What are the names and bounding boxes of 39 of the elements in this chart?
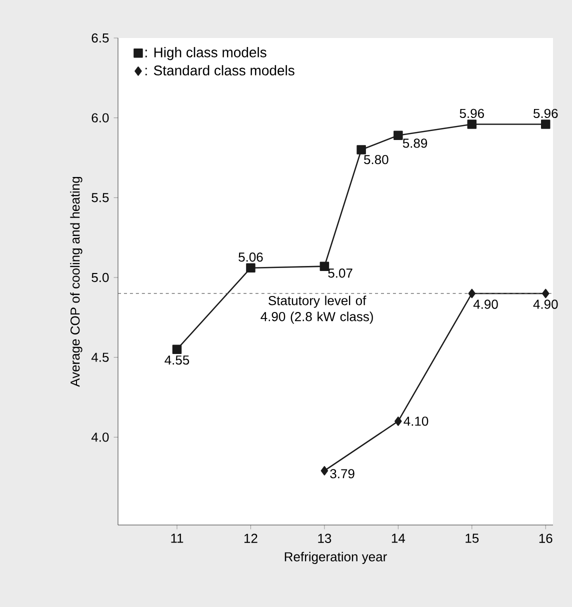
point bbox=[356, 145, 366, 154]
data-label: 4.55 bbox=[164, 356, 190, 365]
data-label: 5.80 bbox=[364, 154, 388, 164]
point bbox=[541, 120, 550, 129]
point bbox=[172, 344, 182, 354]
legend-label: : High class models bbox=[145, 47, 266, 60]
x-tick-label: 15 bbox=[466, 534, 479, 543]
point bbox=[394, 416, 402, 426]
point bbox=[542, 288, 550, 298]
legend-label: : Standard class models bbox=[145, 65, 294, 76]
x-tick-label: 16 bbox=[539, 534, 552, 543]
point bbox=[320, 262, 330, 271]
x-axis-title: Refrigeration year bbox=[284, 552, 387, 564]
y-tick-label: 5.5 bbox=[92, 193, 109, 202]
y-tick-label: 6.5 bbox=[92, 33, 109, 43]
ref-line-label: Statutory level of 4.90 (2.8 kW class) bbox=[260, 296, 373, 324]
x-tick-label: 14 bbox=[392, 534, 406, 543]
data-label: 5.96 bbox=[534, 108, 558, 118]
point bbox=[467, 120, 477, 129]
data-label: 4.90 bbox=[533, 300, 558, 309]
point bbox=[246, 263, 256, 273]
point bbox=[320, 466, 328, 476]
data-label: 5.89 bbox=[402, 138, 428, 148]
y-axis-title: Average COP of cooling and heating bbox=[70, 176, 82, 387]
data-label: 5.06 bbox=[238, 252, 263, 262]
data-label: 4.90 bbox=[473, 300, 498, 309]
data-label: 5.07 bbox=[328, 268, 352, 278]
data-label: 5.96 bbox=[460, 108, 484, 118]
y-tick-label: 5.0 bbox=[92, 272, 109, 282]
data-label: 3.79 bbox=[330, 469, 354, 478]
y-tick-label: 4.0 bbox=[91, 432, 109, 442]
point bbox=[468, 288, 476, 298]
y-tick-label: 6.0 bbox=[92, 113, 109, 122]
data-label: 4.10 bbox=[404, 416, 428, 426]
x-tick-label: 11 bbox=[171, 534, 184, 543]
y-tick-label: 4.5 bbox=[91, 352, 109, 362]
point bbox=[394, 130, 403, 140]
x-tick-label: 13 bbox=[318, 534, 332, 543]
x-tick-label: 12 bbox=[244, 534, 258, 543]
